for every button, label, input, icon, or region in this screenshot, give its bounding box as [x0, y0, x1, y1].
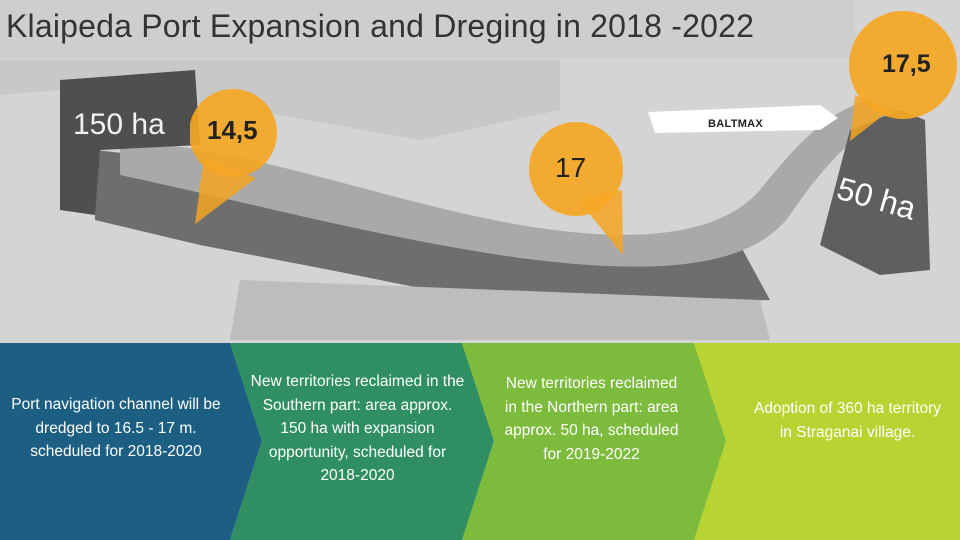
ship-label: BALTMAX — [708, 118, 764, 130]
baltmax-ship — [648, 105, 838, 133]
panel-bg-4 — [694, 343, 960, 540]
south-area-150ha — [60, 70, 200, 215]
panel-bg-1 — [0, 343, 262, 540]
north-terminal — [820, 110, 930, 275]
navigation-channel — [120, 100, 900, 267]
depth-marker-17 — [529, 122, 623, 255]
panel-bg-3 — [462, 343, 726, 540]
title-bar — [0, 0, 855, 58]
pin-circle — [190, 89, 277, 177]
city-area — [230, 280, 770, 340]
depth-marker-17-5 — [849, 11, 957, 141]
info-panels-band — [0, 343, 960, 540]
pin-circle — [529, 122, 623, 216]
pin-circle — [849, 11, 957, 119]
panel-bg-2 — [230, 343, 494, 540]
panel-southern-territories: New territories reclaimed in the Souther… — [250, 373, 465, 484]
page-title: Klaipeda Port Expansion and Dreging in 2… — [6, 8, 755, 44]
depth-label-17-5: 17,5 — [882, 50, 931, 78]
depth-label-14-5: 14,5 — [207, 115, 258, 145]
depth-marker-14-5 — [190, 89, 277, 224]
panel-northern-territories: New territories reclaimed in the Norther… — [504, 375, 679, 463]
panel-navigation-channel: Port navigation channel will be dredged … — [11, 396, 221, 460]
panel-straganai-territory: Adoption of 360 ha territory in Stragana… — [754, 400, 941, 441]
area-label-south: 150 ha — [73, 108, 165, 141]
depth-label-17: 17 — [555, 152, 587, 183]
